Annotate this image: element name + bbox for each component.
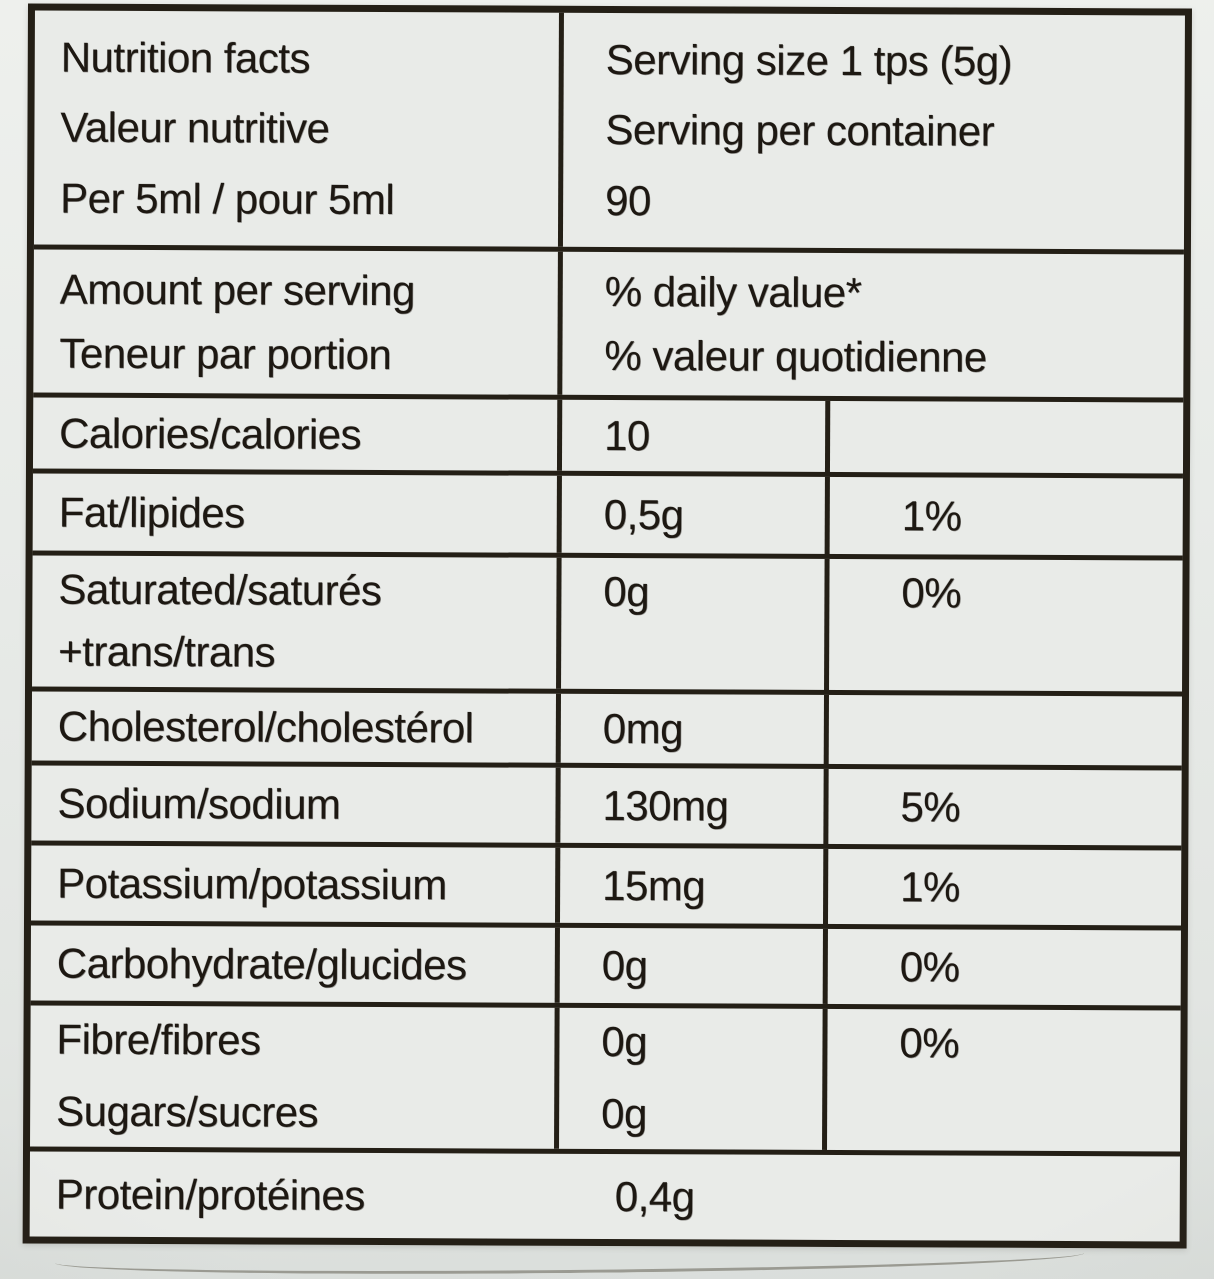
nutrient-amount: 0g — [601, 1017, 648, 1066]
nutrient-amount: 0,4g — [614, 1173, 695, 1221]
nutrition-facts-label: Nutrition facts Valeur nutritive Per 5ml… — [22, 3, 1192, 1249]
nutrient-name-line2: +trans/trans — [58, 627, 276, 676]
nutrient-dv: 0% — [899, 1019, 960, 1067]
nutrient-name: Calories/calories — [59, 409, 362, 458]
nutrient-amount: 0,5g — [603, 490, 684, 539]
nutrient-row-cholesterol: Cholesterol/cholestérol 0mg — [31, 686, 1183, 766]
amount-per-serving-en: Amount per serving — [59, 265, 416, 315]
nutrient-row-saturated-trans: Saturated/saturés +trans/trans 0g 0% — [32, 550, 1183, 692]
serving-info: Serving size 1 tps (5g) Serving per cont… — [557, 12, 1185, 250]
nutrient-row-fat: Fat/lipides 0,5g 1% — [32, 468, 1183, 556]
nutrient-amount: 15mg — [602, 861, 706, 910]
nutrient-dv: 5% — [900, 783, 961, 831]
nutrient-row-carbohydrate: Carbohydrate/glucides 0g 0% — [30, 920, 1181, 1006]
nutrient-row-protein: Protein/protéines 0,4g — [29, 1146, 1181, 1242]
title-fr: Valeur nutritive — [60, 104, 330, 153]
amount-per-serving: Amount per serving Teneur par portion — [33, 249, 558, 394]
nutrient-amount: 130mg — [602, 781, 729, 830]
nutrient-dv: 1% — [900, 863, 960, 911]
nutrient-row-fibre-sugars: Fibre/fibres Sugars/sucres 0g 0g 0% — [30, 1000, 1181, 1152]
nutrient-dv: 0% — [899, 943, 960, 991]
daily-value-en: % daily value* — [604, 268, 862, 317]
servings-per-container-label: Serving per container — [605, 106, 995, 156]
nutrient-name: Protein/protéines — [55, 1170, 365, 1219]
nutrient-dv: 0% — [901, 569, 962, 617]
title-en: Nutrition facts — [60, 33, 311, 82]
subheader-row: Amount per serving Teneur par portion % … — [33, 244, 1184, 398]
nutrient-dv: 1% — [901, 492, 962, 540]
daily-value-heading: % daily value* % valeur quotidienne — [557, 251, 1184, 398]
nutrient-row-sodium: Sodium/sodium 130mg 5% — [31, 760, 1182, 846]
nutrient-amount: 0g — [601, 941, 648, 990]
nutrient-name: Carbohydrate/glucides — [56, 939, 467, 989]
servings-per-container-value: 90 — [605, 176, 651, 224]
daily-value-fr: % valeur quotidienne — [604, 331, 987, 381]
nutrient-amount: 0mg — [602, 704, 684, 753]
nutrient-name: Cholesterol/cholestérol — [57, 702, 474, 752]
nutrient-amount-line2: 0g — [601, 1089, 647, 1138]
nutrient-name: Fibre/fibres — [56, 1015, 261, 1064]
nutrient-row-potassium: Potassium/potassium 15mg 1% — [31, 840, 1182, 926]
header-titles: Nutrition facts Valeur nutritive Per 5ml… — [34, 10, 559, 246]
header-row: Nutrition facts Valeur nutritive Per 5ml… — [34, 10, 1185, 250]
nutrient-name: Sodium/sodium — [57, 779, 341, 828]
nutrient-name: Saturated/saturés — [58, 565, 382, 615]
nutrient-name-line2: Sugars/sucres — [56, 1087, 319, 1136]
per-amount: Per 5ml / pour 5ml — [60, 174, 395, 223]
serving-size: Serving size 1 tps (5g) — [605, 36, 1013, 85]
nutrient-name: Fat/lipides — [58, 488, 245, 537]
nutrient-amount: 0g — [603, 567, 650, 616]
nutrient-name: Potassium/potassium — [57, 859, 447, 909]
amount-per-serving-fr: Teneur par portion — [59, 329, 392, 378]
nutrient-row-calories: Calories/calories 10 — [32, 392, 1184, 474]
nutrient-amount: 10 — [604, 411, 650, 460]
